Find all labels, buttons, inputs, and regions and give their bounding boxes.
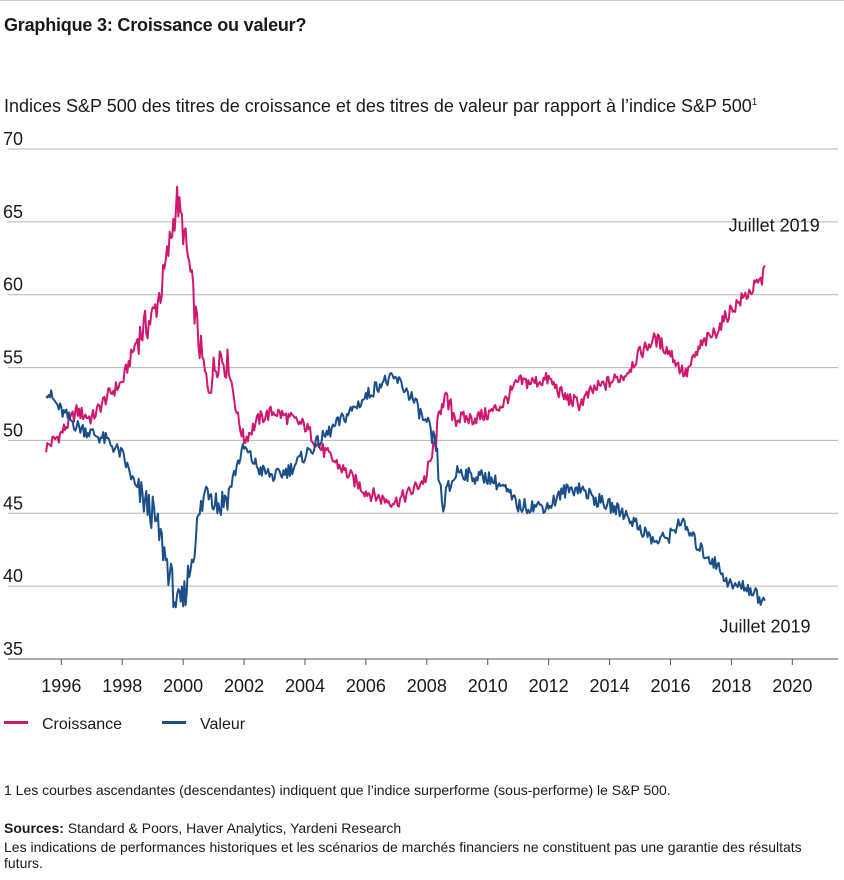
y-tick-label-55: 55: [3, 348, 23, 368]
annotation-croissance: Juillet 2019: [729, 216, 820, 236]
y-tick-label-60: 60: [3, 275, 23, 295]
x-tick-label-2000: 2000: [163, 676, 203, 696]
sources-text: Standard & Poors, Haver Analytics, Yarde…: [63, 820, 402, 836]
series-lines: [45, 185, 766, 609]
legend-label-valeur: Valeur: [200, 716, 246, 733]
annotations: Juillet 2019 Juillet 2019: [720, 216, 820, 637]
top-rule: [0, 0, 844, 1]
x-tick-label-2012: 2012: [529, 676, 569, 696]
y-tick-label-35: 35: [3, 639, 23, 659]
chart-subtitle: Indices S&P 500 des titres de croissance…: [4, 96, 757, 117]
y-tick-label-70: 70: [3, 130, 23, 149]
legend-label-croissance: Croissance: [42, 716, 123, 733]
legend-item-croissance: Croissance: [4, 716, 122, 734]
footnote: 1 Les courbes ascendantes (descendantes)…: [4, 782, 671, 798]
chart-subtitle-text: Indices S&P 500 des titres de croissance…: [4, 96, 752, 116]
y-tick-label-50: 50: [3, 420, 23, 440]
y-tick-label-40: 40: [3, 566, 23, 586]
series-line-valeur: [45, 372, 766, 609]
x-tick-label-2016: 2016: [650, 676, 690, 696]
x-tick-label-2010: 2010: [468, 676, 508, 696]
sources: Sources: Standard & Poors, Haver Analyti…: [4, 820, 401, 836]
series-line-croissance: [45, 185, 766, 508]
legend-item-valeur: Valeur: [162, 716, 245, 734]
gridlines: [8, 148, 838, 660]
legend-swatch-valeur: [162, 721, 186, 725]
x-tick-label-2020: 2020: [772, 676, 812, 696]
x-tick-label-2002: 2002: [224, 676, 264, 696]
y-tick-label-65: 65: [3, 202, 23, 222]
x-tick-label-2004: 2004: [285, 676, 325, 696]
subtitle-footnote-marker: 1: [751, 97, 758, 108]
y-tick-label-45: 45: [3, 493, 23, 513]
line-chart: 35 40 45 50 55 60 65 70 1996 1998 2000 2002 2004 200…: [3, 130, 838, 696]
chart-title: Graphique 3: Croissance ou valeur?: [4, 15, 307, 35]
x-tick-label-1996: 1996: [41, 676, 81, 696]
sources-label: Sources:: [4, 820, 64, 836]
disclaimer: Les indications de performances historiq…: [4, 839, 802, 871]
legend-swatch-croissance: [4, 721, 28, 725]
x-axis-ticks: 1996 1998 2000 2002 2004 2006 2008 2010 2012 2014…: [41, 659, 812, 696]
x-tick-label-2006: 2006: [346, 676, 386, 696]
x-tick-label-2014: 2014: [590, 676, 630, 696]
annotation-valeur: Juillet 2019: [720, 617, 811, 637]
x-tick-label-2008: 2008: [407, 676, 447, 696]
x-tick-label-1998: 1998: [102, 676, 142, 696]
x-tick-label-2018: 2018: [711, 676, 751, 696]
y-axis-ticks: 35 40 45 50 55 60 65 70: [3, 130, 23, 659]
